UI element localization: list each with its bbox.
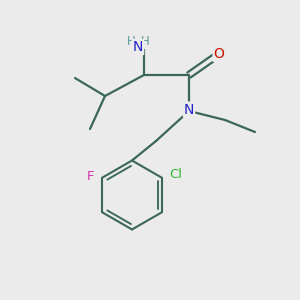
Text: F: F bbox=[87, 170, 94, 183]
Text: H: H bbox=[127, 35, 136, 48]
Text: H: H bbox=[141, 35, 150, 48]
Text: O: O bbox=[214, 47, 224, 61]
Text: Cl: Cl bbox=[169, 168, 182, 181]
Text: N: N bbox=[184, 103, 194, 116]
Text: N: N bbox=[133, 40, 143, 54]
